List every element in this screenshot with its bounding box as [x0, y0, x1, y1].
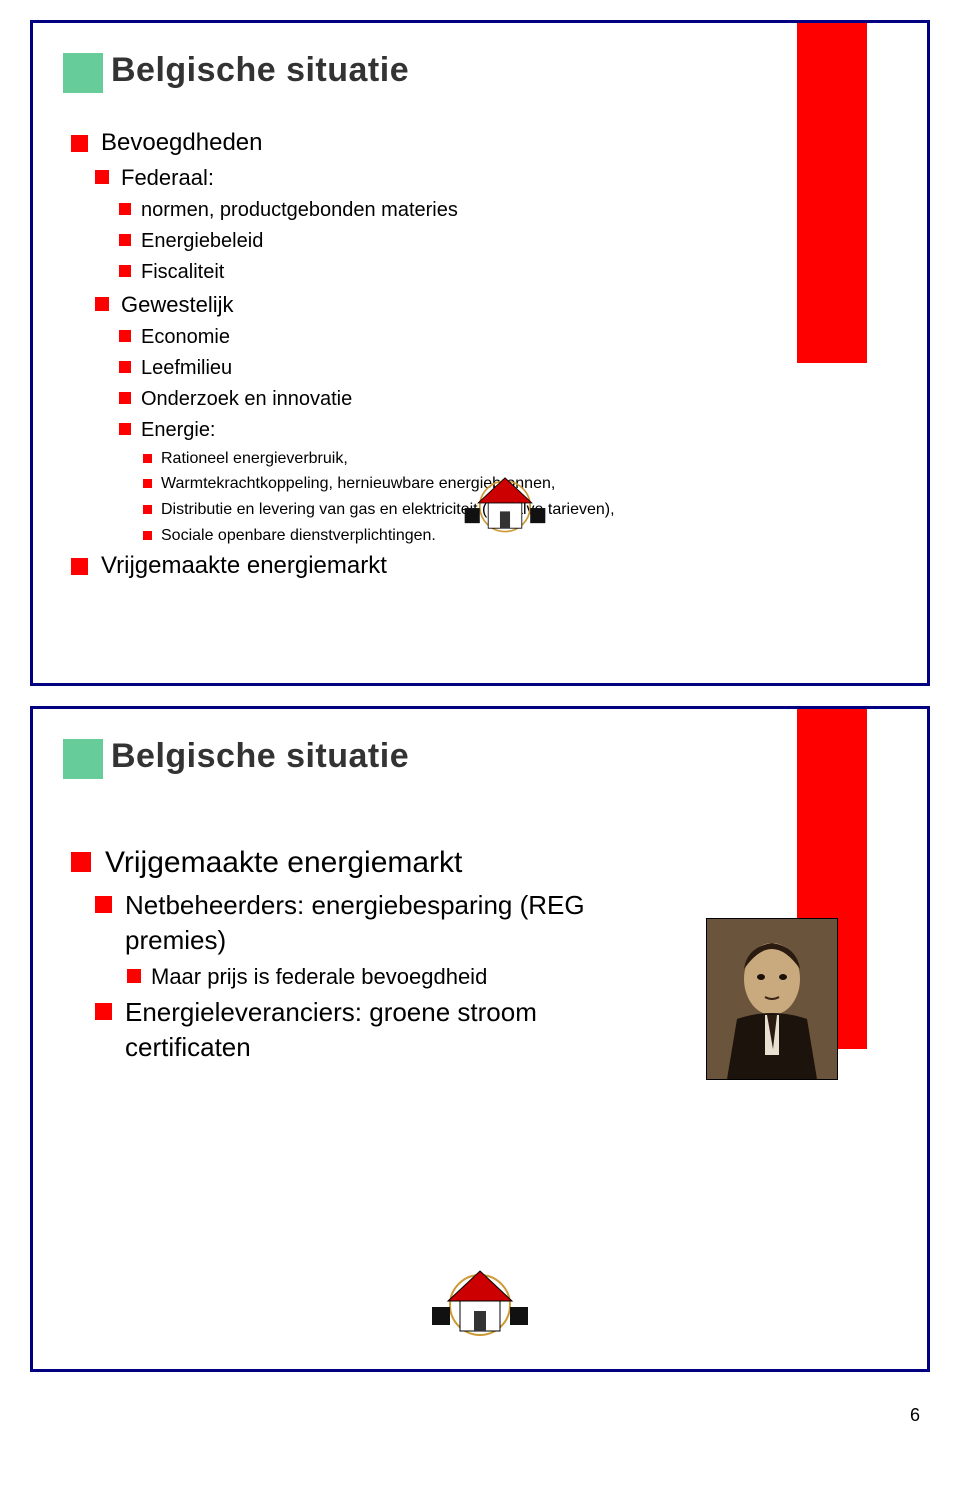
bullet-l2: Energieleveranciers: groene stroom certi…	[95, 995, 631, 1065]
title-block: Belgische situatie	[63, 51, 409, 93]
bullet-l2: Netbeheerders: energiebesparing (REG pre…	[95, 888, 631, 958]
title-square-icon	[63, 739, 103, 779]
bullet-l4: Rationeel energieverbruik,	[143, 448, 691, 470]
red-sidebar	[797, 23, 867, 363]
page-number: 6	[910, 1405, 920, 1426]
title-square-icon	[63, 53, 103, 93]
title-block: Belgische situatie	[63, 737, 409, 779]
bullet-l2: Federaal:	[95, 163, 691, 193]
bullet-l1: Vrijgemaakte energiemarkt	[71, 550, 691, 582]
house-logo-icon	[430, 1261, 530, 1341]
bullet-l3: Maar prijs is federale bevoegdheid	[127, 962, 631, 992]
bullet-l3: normen, productgebonden materies	[119, 197, 691, 224]
portrait-photo	[707, 919, 837, 1079]
bullet-l3: Fiscaliteit	[119, 259, 691, 286]
bullet-l4: Distributie en levering van gas en elekt…	[143, 499, 691, 521]
slide-content: Bevoegdheden Federaal: normen, productge…	[71, 123, 691, 587]
bullet-l3: Energiebeleid	[119, 228, 691, 255]
bullet-l1: Bevoegdheden	[71, 127, 691, 159]
bullet-l3: Leefmilieu	[119, 355, 691, 382]
bullet-l1: Vrijgemaakte energiemarkt	[71, 843, 631, 884]
bullet-l4: Warmtekrachtkoppeling, hernieuwbare ener…	[143, 473, 691, 495]
bullet-l2: Gewestelijk	[95, 290, 691, 320]
page-footer: 6	[0, 1392, 960, 1432]
slide-1: Belgische situatie Bevoegdheden Federaal…	[30, 20, 930, 686]
slide-content: Vrijgemaakte energiemarkt Netbeheerders:…	[71, 839, 631, 1070]
bullet-l3: Economie	[119, 324, 691, 351]
bullet-l4: Sociale openbare dienstverplichtingen.	[143, 525, 691, 547]
slide-2: Belgische situatie Vrijgemaakte energiem…	[30, 706, 930, 1372]
bullet-l3: Onderzoek en innovatie	[119, 386, 691, 413]
house-logo-icon	[463, 469, 547, 537]
bullet-l3: Energie:	[119, 417, 691, 444]
slide-title: Belgische situatie	[111, 737, 409, 776]
slide-title: Belgische situatie	[111, 51, 409, 90]
